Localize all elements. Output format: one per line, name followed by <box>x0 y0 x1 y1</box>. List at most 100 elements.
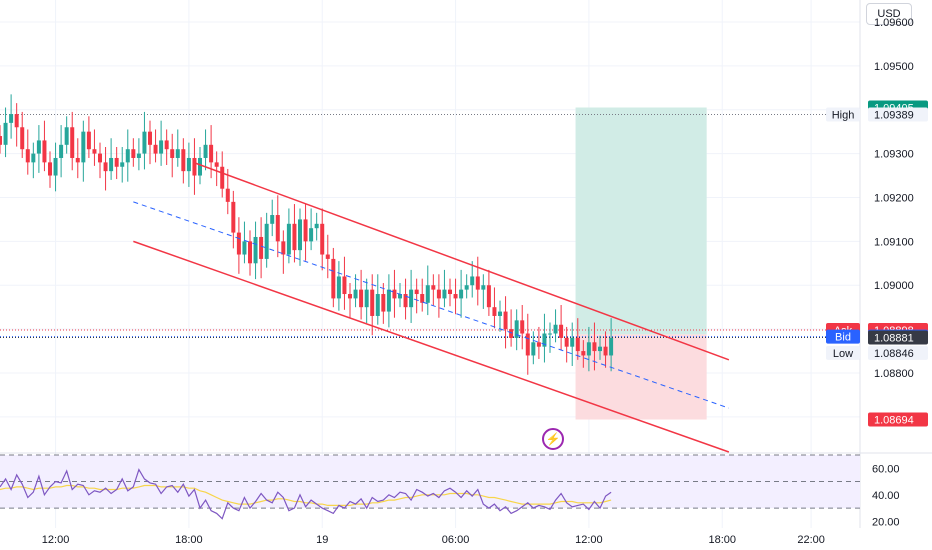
channel-lower <box>133 240 730 453</box>
candle <box>353 289 358 299</box>
candle <box>492 307 497 316</box>
candle <box>264 223 269 259</box>
candle <box>225 188 230 202</box>
candle <box>48 162 52 176</box>
candle <box>259 236 264 259</box>
price-badges: 1.09405High1.09389Ask1.08898Bid1.088831.… <box>826 100 928 427</box>
candles <box>0 94 614 375</box>
candle <box>364 289 369 308</box>
candle <box>203 144 208 158</box>
candle <box>36 140 41 154</box>
candle <box>486 285 491 308</box>
price-tick-label: 1.09200 <box>874 192 914 204</box>
price-tick-label: 1.09100 <box>874 236 914 248</box>
candle <box>592 342 597 352</box>
candle <box>464 285 469 290</box>
candle <box>64 127 69 145</box>
candle <box>20 127 25 150</box>
candle <box>470 276 475 286</box>
candle <box>136 153 141 158</box>
candle <box>92 149 97 154</box>
time-axis[interactable]: 12:00 18:00 19 06:00 12:00 18:00 22:00 <box>42 534 825 546</box>
candle <box>59 144 64 158</box>
candle <box>9 114 14 123</box>
time-tick-label: 19 <box>316 534 328 546</box>
candle <box>214 162 219 167</box>
candle <box>531 342 536 356</box>
candle <box>409 289 414 308</box>
price-badge <box>868 345 928 360</box>
price-badge-value: 1.08881 <box>874 332 914 344</box>
price-axis[interactable]: 1.096001.095001.094001.093001.092001.091… <box>872 17 914 528</box>
badge-label-bg <box>826 345 860 360</box>
candle <box>553 324 558 334</box>
candle <box>503 311 508 330</box>
candle <box>131 149 136 158</box>
candle <box>548 333 552 335</box>
channel-midline <box>133 201 730 409</box>
candle <box>103 162 108 172</box>
price-badge-value: 1.08694 <box>874 415 914 427</box>
time-tick-label: 18:00 <box>175 534 203 546</box>
candle <box>436 289 441 299</box>
candle <box>381 294 386 312</box>
candle <box>570 337 575 347</box>
candle <box>414 289 419 295</box>
candle <box>120 162 125 167</box>
candle <box>270 215 275 224</box>
candle <box>342 276 347 295</box>
badge-label: Low <box>833 348 853 360</box>
candle <box>209 144 214 163</box>
candle <box>603 346 608 356</box>
candle <box>475 276 480 290</box>
price-tick-label: 1.09500 <box>874 61 914 73</box>
time-tick-label: 18:00 <box>708 534 736 546</box>
candle <box>298 219 302 251</box>
trend-channel[interactable] <box>133 161 730 453</box>
candle <box>403 294 408 308</box>
candle <box>586 342 591 356</box>
badge-label-bg <box>826 329 860 344</box>
time-tick-label: 06:00 <box>442 534 470 546</box>
rsi-panel <box>0 454 860 520</box>
candle <box>609 337 614 356</box>
candle <box>459 289 464 299</box>
candle <box>253 236 258 264</box>
candle <box>236 232 241 255</box>
candle <box>370 289 375 316</box>
candle <box>520 320 525 334</box>
candle <box>336 276 341 299</box>
candle <box>70 127 75 158</box>
badge-label: High <box>832 110 855 122</box>
candle <box>125 149 130 163</box>
candle <box>81 131 86 163</box>
candle <box>3 122 8 145</box>
candle <box>575 337 580 352</box>
lightning-icon[interactable]: ⚡ <box>542 428 564 450</box>
rsi-ma-line <box>0 484 612 506</box>
candle <box>348 294 352 299</box>
candle <box>325 254 330 259</box>
candle <box>198 157 202 176</box>
candle <box>192 157 197 176</box>
candle <box>164 140 169 150</box>
price-badge-value: 1.08846 <box>874 348 914 360</box>
price-badge <box>868 330 928 345</box>
position-zones[interactable] <box>575 107 707 420</box>
rsi-band <box>0 455 860 509</box>
rsi-tick-label: 20.00 <box>872 516 900 528</box>
candle <box>148 131 152 145</box>
candle <box>0 136 2 145</box>
candle <box>375 294 380 316</box>
candle <box>359 289 364 308</box>
currency-selector[interactable]: USD <box>866 3 912 25</box>
candle <box>581 351 586 356</box>
candle <box>170 149 175 158</box>
candle <box>286 223 291 255</box>
candle <box>420 294 425 303</box>
candle <box>442 289 447 299</box>
candle <box>86 131 91 150</box>
candle <box>53 157 58 176</box>
candle <box>303 219 308 242</box>
